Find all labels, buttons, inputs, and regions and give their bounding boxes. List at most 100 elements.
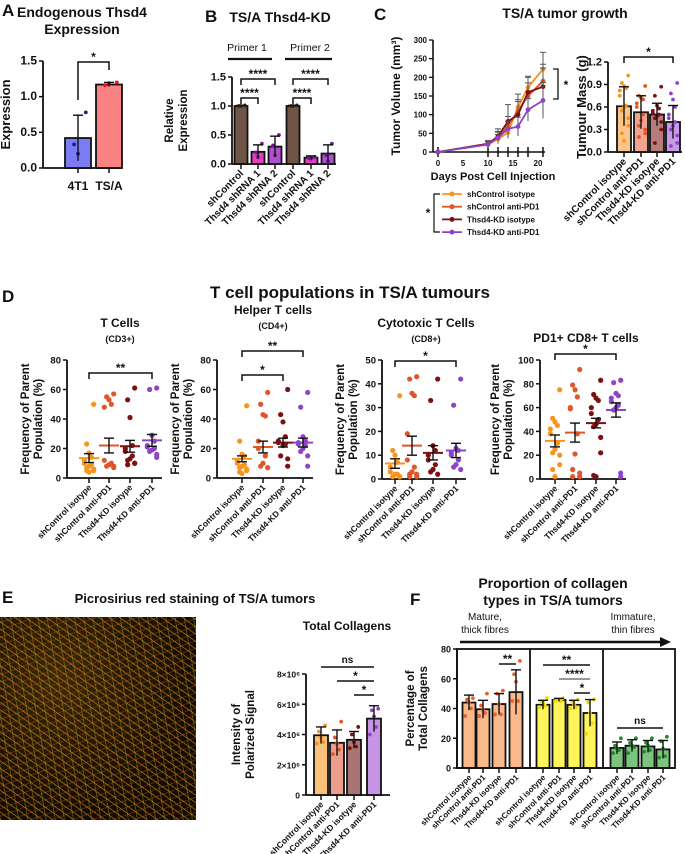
bar — [461, 701, 477, 769]
data-point — [567, 406, 573, 412]
data-point — [411, 464, 417, 470]
y-tick-label: 60 — [200, 385, 211, 396]
data-point — [321, 740, 325, 744]
y-axis-label: Tumour Mass (g) — [574, 55, 589, 159]
data-point — [463, 714, 467, 718]
y-axis-label: Population (%) — [348, 379, 360, 460]
data-point — [669, 91, 673, 96]
data-point — [518, 659, 522, 663]
data-point — [84, 441, 90, 447]
data-point — [111, 465, 117, 471]
data-point — [572, 451, 578, 457]
bar — [551, 698, 567, 769]
data-point — [404, 431, 410, 437]
data-point — [458, 466, 464, 473]
data-point — [132, 385, 138, 391]
data-point — [648, 748, 652, 753]
plot-frame — [456, 648, 676, 769]
x-tick-label: 4T1 — [68, 179, 89, 193]
data-point — [278, 411, 284, 418]
data-point — [618, 377, 624, 383]
significance-label: * — [580, 681, 585, 695]
primer-group-label: Primer 2 — [290, 42, 330, 54]
data-point — [435, 376, 441, 382]
data-point — [407, 376, 413, 382]
data-point — [499, 712, 503, 717]
data-point — [554, 440, 560, 446]
data-point — [298, 448, 304, 455]
data-point — [455, 457, 461, 463]
data-point — [620, 108, 624, 113]
data-point — [642, 749, 646, 754]
y-tick-label: 50 — [365, 356, 376, 367]
data-point — [611, 751, 615, 756]
chart-title: (CD8+) — [411, 334, 440, 344]
primer-group-label: Primer 1 — [227, 42, 267, 54]
y-tick-label: 40 — [200, 415, 211, 426]
significance-label: * — [564, 78, 569, 92]
data-point — [632, 745, 636, 750]
y-tick-label: 1.5 — [20, 54, 37, 68]
significance-label: * — [423, 349, 428, 363]
data-point — [125, 457, 131, 463]
data-point — [525, 89, 531, 95]
legend-marker — [449, 204, 455, 210]
y-axis-label: Population (%) — [183, 379, 195, 460]
panel-e-title: Picrosirius red staining of TS/A tumors — [75, 591, 316, 606]
data-point — [485, 691, 489, 696]
data-point — [237, 465, 243, 471]
y-axis-label: Frequency of Parent — [335, 364, 347, 475]
y-tick-label: 2×10⁶ — [277, 760, 300, 770]
significance-bracket — [241, 374, 284, 381]
data-point — [637, 123, 641, 128]
data-point — [125, 397, 131, 403]
significance-bracket — [554, 353, 617, 360]
data-point — [622, 138, 626, 143]
y-tick-label: 20 — [50, 444, 61, 455]
significance-label: **** — [249, 67, 268, 81]
x-tick-label: TS/A — [95, 179, 123, 193]
y-tick-label: 100 — [414, 111, 428, 120]
data-point — [557, 387, 563, 393]
significance-label: * — [353, 669, 358, 683]
data-point — [675, 81, 680, 85]
y-tick-label: 1.0 — [211, 101, 226, 113]
data-point — [317, 729, 321, 734]
panel-label: F — [410, 590, 420, 609]
data-point — [553, 699, 557, 703]
y-tick-label: 0 — [423, 148, 428, 157]
significance-label: ** — [562, 653, 572, 667]
bar — [535, 703, 551, 769]
maturity-label: Immature, — [610, 612, 655, 623]
data-point — [114, 80, 119, 85]
data-point — [392, 452, 398, 458]
data-point — [628, 740, 632, 745]
data-point — [501, 688, 505, 693]
y-tick-label: 20 — [200, 444, 211, 455]
data-point — [154, 385, 160, 391]
data-point — [598, 450, 604, 456]
data-point — [643, 131, 648, 136]
y-tick-label: 1.2 — [587, 57, 602, 69]
significance-bracket — [394, 360, 457, 367]
data-point — [574, 705, 578, 709]
data-point — [617, 88, 622, 93]
data-point — [593, 474, 599, 480]
data-point — [458, 376, 464, 382]
data-point — [265, 465, 271, 471]
data-point — [626, 123, 631, 128]
y-tick-label: 4×10⁶ — [277, 730, 300, 740]
y-tick-label: 0.9 — [587, 79, 602, 91]
significance-label: * — [583, 342, 588, 356]
significance-bracket — [292, 97, 312, 104]
data-point — [669, 127, 673, 132]
y-tick-label: 0.0 — [211, 159, 226, 171]
y-tick-label: 0.0 — [20, 161, 37, 175]
data-point — [666, 112, 671, 117]
chart-title: TS/A Thsd4-KD — [229, 9, 330, 25]
picrosirius-stain-image — [0, 617, 196, 820]
data-point — [451, 402, 457, 408]
maturity-label: Mature, — [468, 612, 502, 623]
data-point — [428, 397, 434, 404]
